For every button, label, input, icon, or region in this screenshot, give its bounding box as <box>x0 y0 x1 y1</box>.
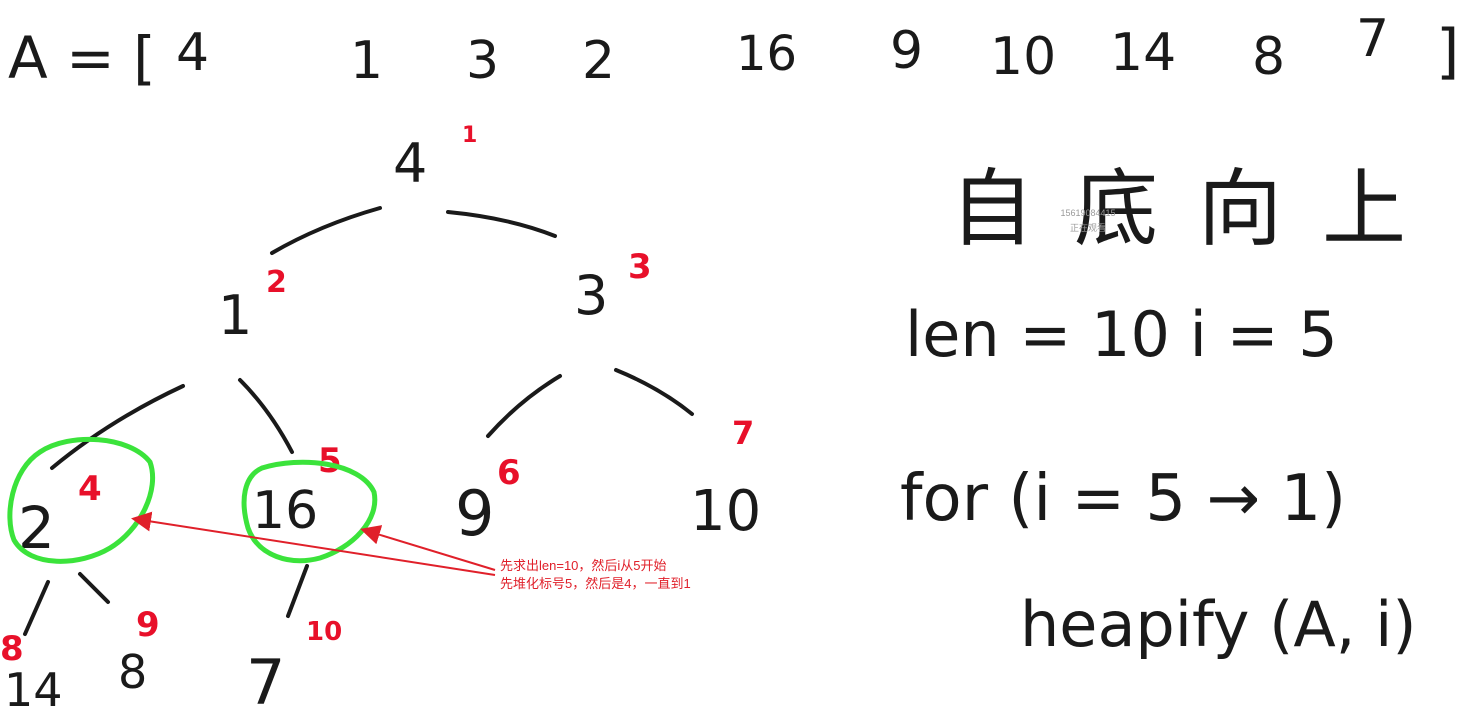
tree-indices: 1 2 3 4 5 6 7 8 9 10 <box>0 123 754 669</box>
note-for-loop: for (i = 5 → 1) <box>900 462 1346 536</box>
tree-node-value: 9 <box>455 477 494 550</box>
tree-node-index: 1 <box>462 123 477 148</box>
watermark-status: 正在观看 <box>1069 223 1106 233</box>
array-value: 2 <box>582 31 615 91</box>
tree-edge <box>614 368 694 416</box>
note-heapify: heapify (A, i) <box>1020 588 1417 661</box>
tree-node-index: 7 <box>732 414 754 452</box>
tree-node-value: 16 <box>252 481 318 541</box>
tree-edge <box>286 564 309 618</box>
tree-node-index: 9 <box>136 605 160 645</box>
array-value: 1 <box>350 31 383 91</box>
tree-node-value: 1 <box>218 284 252 347</box>
tree-node-index: 4 <box>78 469 102 509</box>
tree-edge <box>238 378 294 454</box>
tree-edge <box>446 210 557 238</box>
tree-node-index: 8 <box>0 629 24 669</box>
tree-edge <box>78 572 110 604</box>
note-bottom-up: 自底向上 <box>950 160 1446 258</box>
array-suffix: ] <box>1436 17 1459 87</box>
array-value: 4 <box>176 23 209 83</box>
array-value: 16 <box>736 26 797 82</box>
tree-node-value: 10 <box>690 479 761 544</box>
tree-node-index: 2 <box>266 265 287 300</box>
tree-node-index: 3 <box>628 247 652 287</box>
watermark-id: 15619084415 <box>1060 208 1116 218</box>
array-value: 7 <box>1356 9 1389 69</box>
array-value: 14 <box>1110 23 1176 83</box>
arrow-to-node-2 <box>131 511 496 576</box>
tree-node-value: 8 <box>118 645 147 699</box>
tree-node-value: 14 <box>4 663 63 717</box>
tree-node-value: 4 <box>393 132 427 195</box>
tree-edge <box>50 384 185 470</box>
viewer-watermark: 15619084415 正在观看 <box>1050 206 1126 236</box>
tree-node-index: 10 <box>306 617 342 647</box>
array-value: 9 <box>890 21 923 81</box>
tree-node-index: 5 <box>318 441 342 481</box>
tree-edge <box>23 580 50 636</box>
arrow-to-node-16 <box>360 525 496 571</box>
tree-node-value: 7 <box>246 646 285 719</box>
array-value: 10 <box>990 27 1056 87</box>
note-len-i: len = 10 i = 5 <box>905 298 1338 371</box>
annotation-text: 先求出len=10，然后i从5开始 先堆化标号5，然后是4，一直到1 <box>500 557 691 593</box>
highlight-ring-node-2 <box>7 436 156 564</box>
tree-nodes: 4 1 3 2 16 9 10 14 8 7 <box>4 132 761 719</box>
array-value: 3 <box>466 31 499 91</box>
array-value: 8 <box>1252 27 1285 87</box>
highlight-ring-node-16 <box>241 459 378 564</box>
tree-edge <box>486 374 562 438</box>
tree-node-value: 3 <box>574 264 608 327</box>
tree-edges <box>23 206 694 636</box>
annotation-line: 先堆化标号5，然后是4，一直到1 <box>500 576 691 591</box>
annotation-line: 先求出len=10，然后i从5开始 <box>500 558 667 573</box>
tree-edge <box>270 206 382 255</box>
array-line: A = [ 1 3 2 16 9 10 14 8 7 ] 4 <box>8 9 1459 92</box>
array-prefix: A = [ <box>8 24 156 92</box>
right-notes: 自底向上 len = 10 i = 5 for (i = 5 → 1) heap… <box>900 160 1446 661</box>
tree-node-index: 6 <box>497 453 521 493</box>
